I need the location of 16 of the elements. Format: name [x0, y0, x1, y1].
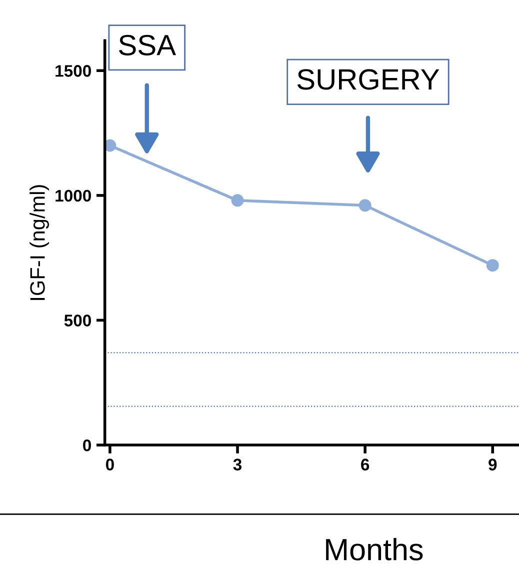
y-tick-label: 1500 [56, 65, 91, 77]
point [231, 194, 244, 207]
annotation: SURGERY [297, 69, 440, 90]
x-tick-label: 3 [233, 458, 242, 471]
x-tick-label: 9 [488, 458, 497, 470]
y-tick-label: 0 [83, 439, 91, 452]
annotation: SSA [119, 34, 176, 56]
x-tick-label: 0 [106, 458, 114, 470]
point [358, 199, 372, 212]
y-axis-title: IGF-I (ng/ml) [30, 185, 50, 300]
y-tick-label: 1000 [56, 190, 91, 202]
x-axis-title: Months [326, 538, 423, 560]
point [104, 139, 116, 152]
y-tick-label: 500 [64, 314, 91, 326]
x-tick-label: 6 [361, 458, 370, 470]
point [486, 259, 499, 272]
